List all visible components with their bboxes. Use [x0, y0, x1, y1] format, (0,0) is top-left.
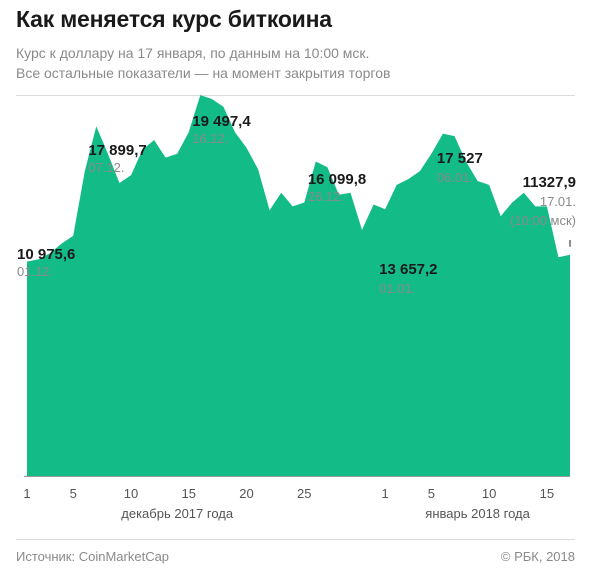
annotation-date: 01.12.	[17, 264, 53, 279]
x-tick-label: 15	[182, 486, 196, 501]
annotation-date: 26.12.	[308, 189, 344, 204]
annotation-value: 13 657,2	[379, 261, 437, 278]
area-layer	[27, 95, 570, 476]
chart-subtitle-line-2: Все остальные показатели — на момент зак…	[16, 65, 391, 81]
x-tick-label: 10	[124, 486, 138, 501]
annotation-value: 10 975,6	[17, 246, 75, 263]
annotation-17-01: 11327,9 17.01. (10:00 мск)	[510, 174, 576, 247]
price-area-series	[27, 95, 570, 476]
x-tick-label: 10	[482, 486, 496, 501]
annotation-date: 01.01.	[379, 281, 415, 296]
x-tick-label: 5	[70, 486, 77, 501]
month-label: декабрь 2017 года	[121, 506, 234, 521]
annotation-value: 11327,9	[523, 174, 576, 191]
x-tick-label: 20	[239, 486, 253, 501]
annotation-16-12: 19 497,416.12.	[192, 113, 251, 146]
x-tick-label: 1	[382, 486, 389, 501]
annotation-26-12: 16 099,826.12.	[308, 171, 366, 204]
x-tick-label: 1	[23, 486, 30, 501]
x-tick-label: 5	[428, 486, 435, 501]
annotation-date: 16.12.	[192, 131, 228, 146]
source-note: Источник: CoinMarketCap	[16, 549, 170, 564]
annotation-date: 06.01.	[437, 170, 473, 185]
annotation-07-12: 17 899,707.12.	[88, 142, 146, 175]
annotation-note: (10:00 мск)	[510, 213, 576, 228]
x-tick-label: 25	[297, 486, 311, 501]
annotation-value: 17 527	[437, 150, 483, 167]
x-tick-label: 15	[540, 486, 554, 501]
annotation-date: 07.12.	[88, 160, 124, 175]
annotation-date: 17.01.	[540, 194, 576, 209]
copyright-note: © РБК, 2018	[500, 549, 575, 564]
top-divider	[16, 95, 575, 96]
annotation-06-01: 17 527 06.01.	[437, 150, 483, 185]
bottom-divider	[16, 539, 575, 540]
annotation-value: 16 099,8	[308, 171, 366, 188]
month-label: январь 2018 года	[425, 506, 530, 521]
annotation-01-01: 13 657,2 01.01.	[379, 261, 437, 296]
chart-subtitle-line-1: Курс к доллару на 17 января, по данным н…	[16, 45, 370, 61]
annotation-layer: 10 975,601.12. 17 899,707.12. 19 497,416.1…	[17, 113, 576, 296]
annotation-01-12: 10 975,601.12.	[17, 246, 75, 279]
annotation-value: 17 899,7	[88, 142, 146, 159]
annotation-value: 19 497,4	[192, 113, 251, 130]
chart-title: Как меняется курс биткоина	[16, 6, 332, 32]
